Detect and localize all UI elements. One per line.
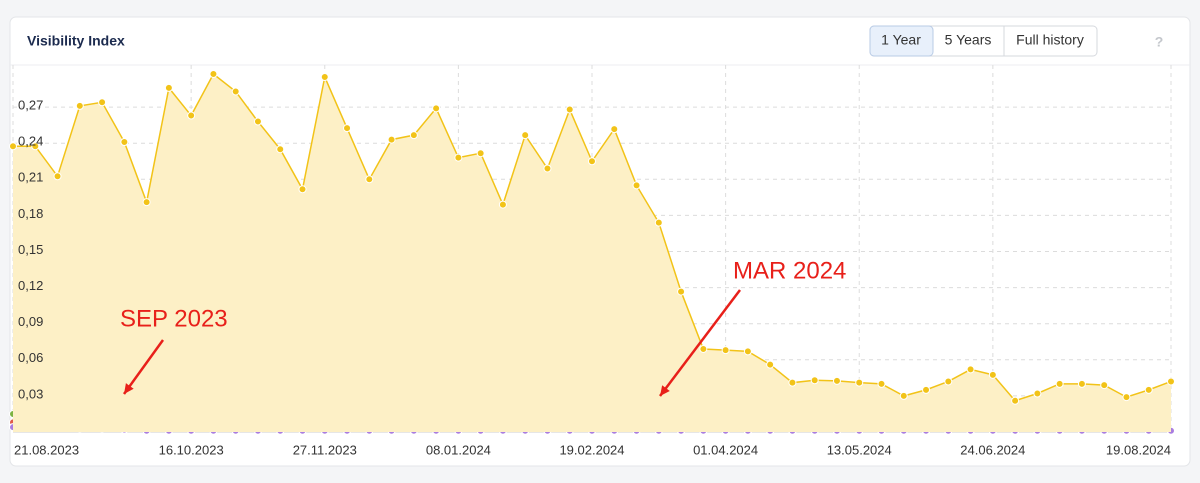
point [699, 344, 708, 353]
point [343, 124, 352, 133]
point [944, 377, 953, 386]
arrow-head [124, 383, 134, 394]
y-tick-label: 0,27 [18, 98, 43, 113]
arrow-head [660, 385, 670, 396]
point [677, 287, 686, 296]
point [788, 378, 797, 387]
point [1011, 396, 1020, 405]
point [98, 98, 107, 107]
point [31, 142, 40, 151]
point [855, 378, 864, 387]
point [476, 149, 485, 158]
button[interactable]: 5 Years [945, 32, 992, 48]
annotation: SEP 2023 [120, 305, 228, 332]
point [588, 157, 596, 166]
point [877, 379, 886, 388]
x-tick-label: 16.10.2023 [159, 442, 224, 457]
point [543, 164, 552, 173]
point [721, 346, 730, 355]
point [1122, 393, 1131, 402]
point [832, 376, 841, 385]
point [565, 105, 574, 114]
point [75, 101, 84, 110]
point [298, 185, 307, 194]
y-tick-label: 0,15 [18, 242, 43, 257]
y-tick-label: 0,06 [18, 350, 43, 365]
point [387, 135, 396, 144]
point [743, 347, 752, 356]
point [1077, 379, 1086, 388]
annotation-arrow [659, 289, 741, 397]
point [1033, 389, 1042, 398]
y-tick-label: 0,03 [18, 386, 43, 401]
y-tick-label: 0,21 [18, 170, 43, 185]
point [632, 181, 641, 190]
point [610, 125, 619, 134]
point [1144, 385, 1153, 394]
point [9, 142, 17, 151]
x-tick-label: 24.06.2024 [960, 442, 1025, 457]
point [454, 153, 463, 162]
point [766, 360, 775, 369]
y-tick-label: 0,12 [18, 278, 43, 293]
point [1055, 379, 1064, 388]
point [654, 218, 663, 227]
point [53, 172, 62, 181]
point [899, 391, 908, 400]
x-tick-label: 21.08.2023 [14, 442, 79, 457]
help-icon[interactable]: ? [1155, 34, 1164, 50]
point [120, 138, 129, 147]
button[interactable]: 1 Year [881, 32, 921, 48]
x-tick-label: 01.04.2024 [693, 442, 758, 457]
area [13, 74, 1171, 432]
point [498, 200, 507, 209]
x-tick-label: 08.01.2024 [426, 442, 491, 457]
point [365, 175, 374, 184]
button[interactable]: Full history [1016, 32, 1084, 48]
point [320, 73, 329, 82]
x-tick-label: 19.02.2024 [559, 442, 624, 457]
active-button [869, 25, 934, 57]
point [432, 104, 441, 113]
point [988, 370, 997, 379]
point [810, 376, 819, 385]
point [187, 111, 196, 120]
point [142, 198, 151, 207]
point [276, 145, 285, 154]
y-tick-label: 0,18 [18, 206, 43, 221]
annotation-arrow [122, 339, 165, 395]
annotation: MAR 2024 [733, 257, 846, 284]
point [409, 131, 418, 140]
chart-title: Visibility Index [27, 33, 125, 49]
point [1100, 381, 1109, 390]
y-tick-label: 0,09 [18, 314, 43, 329]
x-tick-label: 19.08.2024 [1106, 442, 1171, 457]
point [521, 131, 530, 140]
point [253, 117, 262, 126]
point [922, 385, 931, 394]
y-tick-label: 0,24 [18, 134, 43, 149]
point [164, 83, 173, 92]
point [209, 70, 218, 79]
point [1167, 377, 1175, 386]
x-tick-label: 27.11.2023 [293, 442, 357, 457]
x-tick-label: 13.05.2024 [827, 442, 892, 457]
point [231, 87, 240, 96]
point [966, 365, 975, 374]
